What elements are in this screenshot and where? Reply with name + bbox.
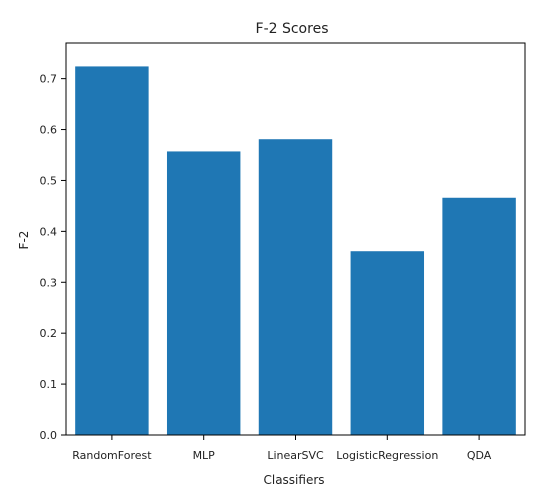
bar-linearsvc	[258, 139, 333, 435]
y-tick-label: 0.2	[40, 327, 58, 340]
y-axis-title: F-2	[17, 231, 31, 250]
x-tick-label: QDA	[467, 449, 492, 462]
y-tick-label: 0.6	[40, 124, 58, 137]
bar-qda	[442, 197, 516, 435]
x-tick-label: LinearSVC	[267, 449, 324, 462]
bar-series	[75, 66, 516, 435]
y-tick-label: 0.0	[40, 429, 58, 442]
y-tick-label: 0.5	[40, 174, 58, 187]
y-axis: 0.0 0.1 0.2 0.3 0.4 0.5 0.6 0.7	[40, 73, 66, 442]
x-axis: RandomForest MLP LinearSVC LogisticRegressi…	[72, 435, 492, 462]
x-tick-label: MLP	[193, 449, 216, 462]
bar-mlp	[166, 151, 241, 435]
chart-title: F-2 Scores	[256, 21, 329, 37]
y-tick-label: 0.3	[40, 276, 58, 289]
x-tick-label: RandomForest	[72, 449, 152, 462]
bar-randomforest	[75, 66, 149, 435]
plot-frame	[65, 42, 526, 436]
bar-logisticregression	[350, 251, 425, 435]
y-tick-label: 0.1	[40, 378, 58, 391]
x-axis-title: Classifiers	[263, 473, 324, 487]
y-tick-label: 0.7	[40, 73, 58, 86]
x-tick-label: LogisticRegression	[336, 449, 438, 462]
y-tick-label: 0.4	[40, 225, 58, 238]
